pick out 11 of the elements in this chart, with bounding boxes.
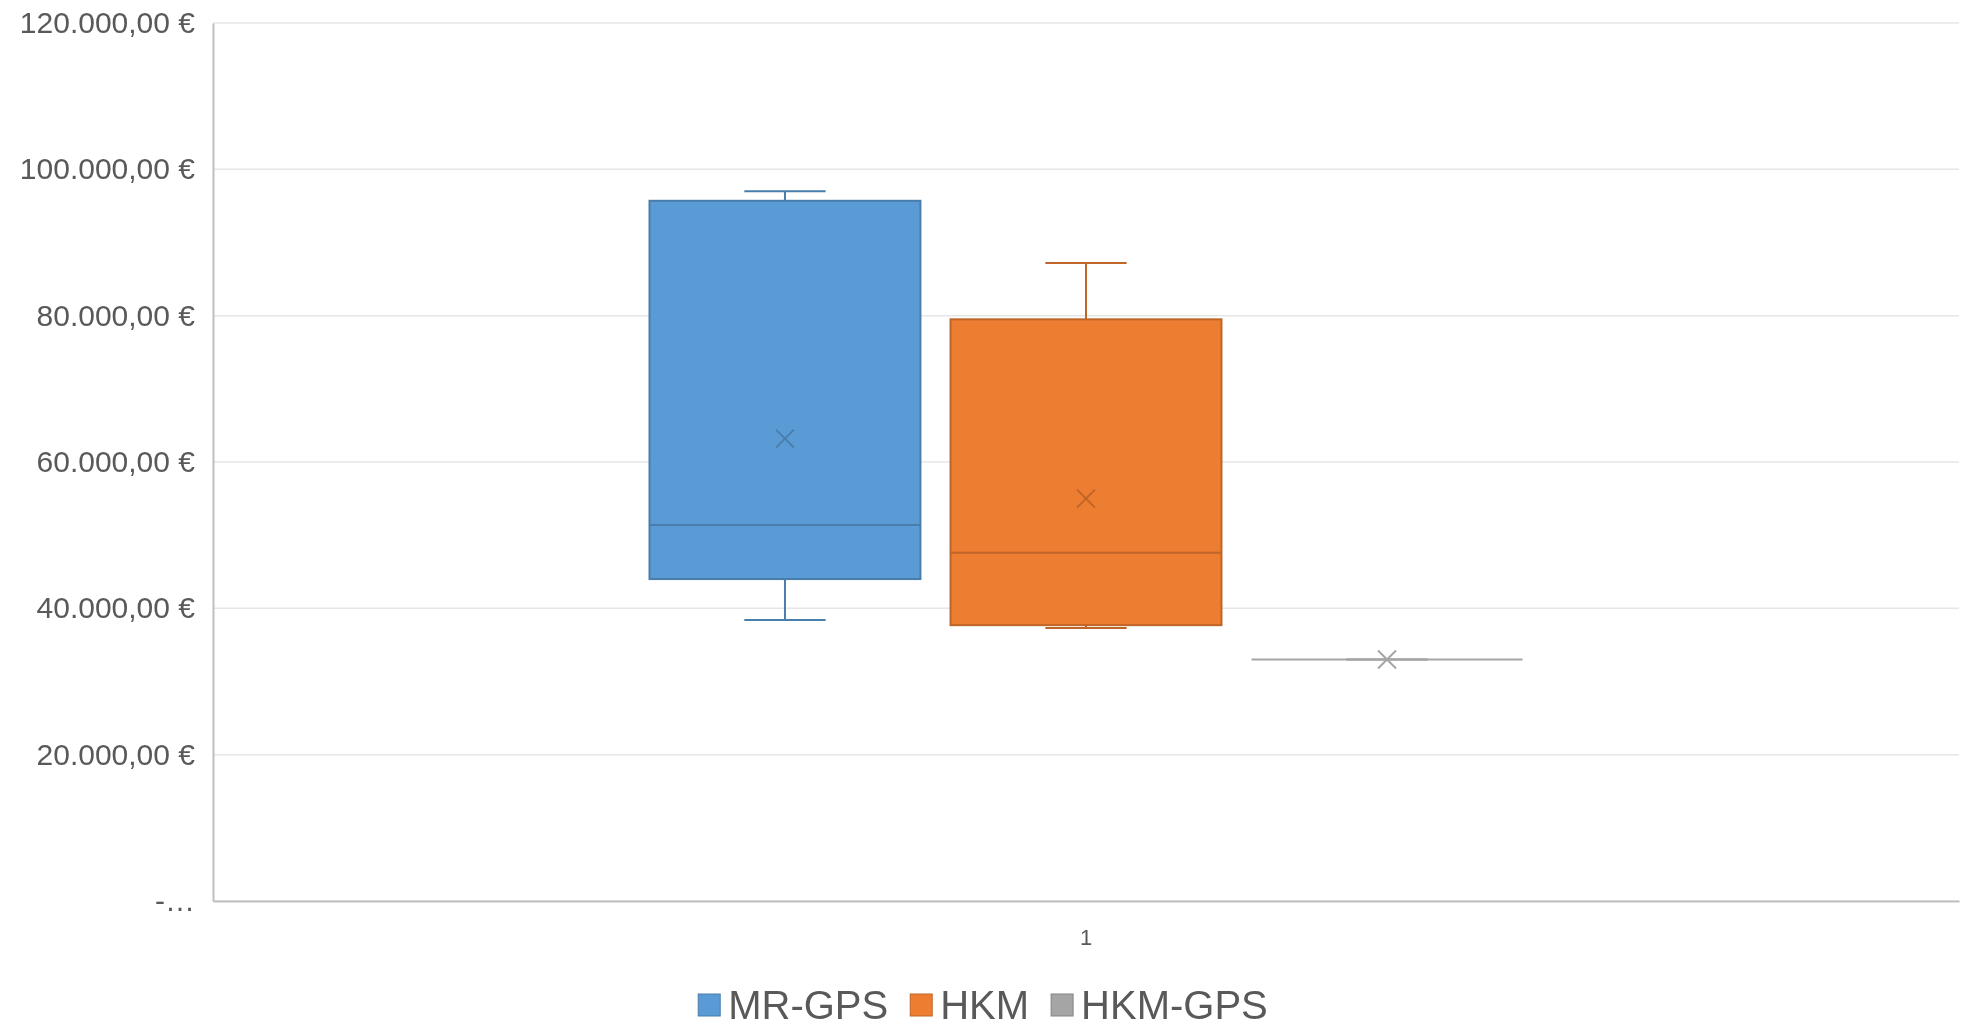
y-tick-label: 60.000,00 € xyxy=(36,445,196,479)
y-tick-label: -… xyxy=(155,884,195,918)
x-tick-label: 1 xyxy=(1079,924,1093,950)
y-tick-label: 100.000,00 € xyxy=(19,152,196,186)
y-tick-label: 20.000,00 € xyxy=(36,737,196,771)
legend-label: MR-GPS xyxy=(728,983,889,1027)
legend-label: HKM xyxy=(940,983,1030,1027)
y-tick-label: 40.000,00 € xyxy=(36,591,196,625)
y-tick-label: 120.000,00 € xyxy=(19,6,196,40)
legend-label: HKM-GPS xyxy=(1081,983,1268,1027)
y-tick-label: 80.000,00 € xyxy=(36,298,196,332)
